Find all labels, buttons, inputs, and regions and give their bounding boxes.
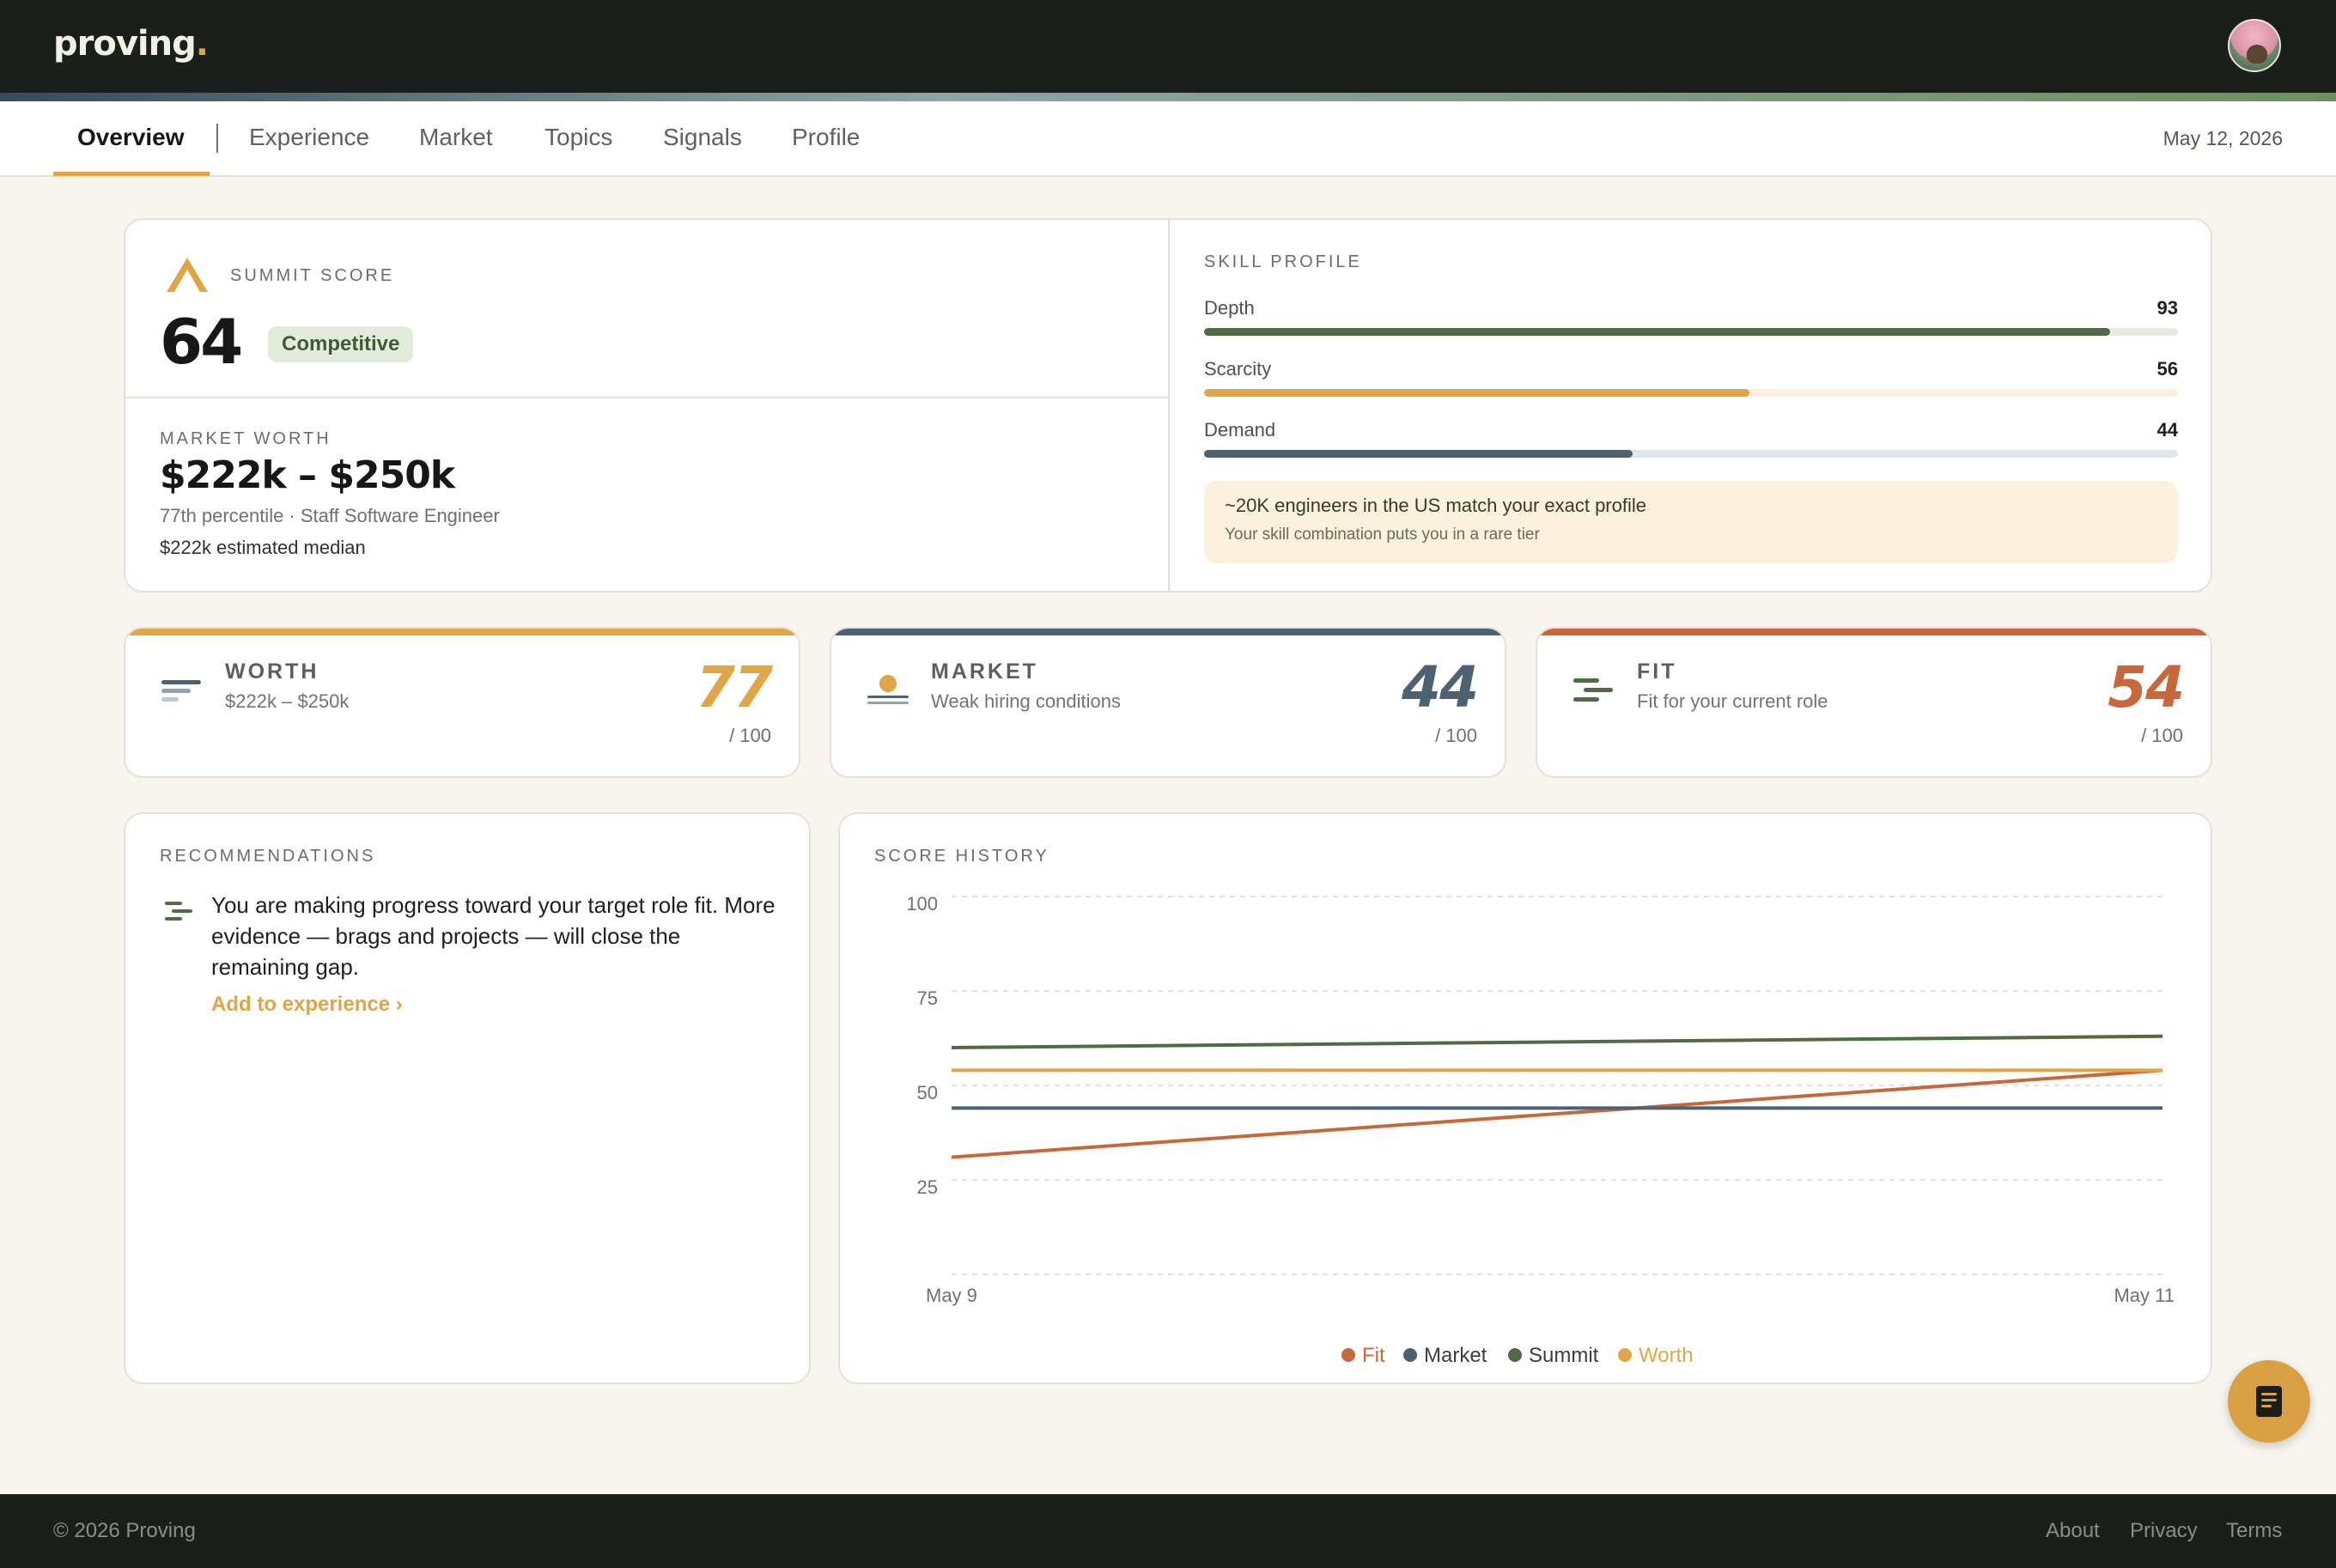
legend-label: Market [1424, 1344, 1487, 1367]
legend-dot [1403, 1348, 1417, 1362]
market-worth-percentile: 77th percentile · Staff Software Enginee… [160, 505, 500, 526]
metric-out-of: / 100 [729, 725, 771, 746]
divider [1168, 220, 1170, 591]
logo[interactable]: proving. [53, 24, 209, 64]
metric-name: FIT [1637, 659, 1677, 684]
tab-signals[interactable]: Signals [663, 124, 742, 150]
market-worth-median: $222k estimated median [160, 537, 366, 558]
y-tick-label: 100 [906, 893, 938, 915]
recommendations-card: RECOMMENDATIONS You are making progress … [124, 812, 811, 1384]
bear-icon [2247, 45, 2267, 64]
skill-row-scarcity: Scarcity 56 [1204, 358, 2178, 410]
divider [125, 397, 1168, 398]
tab-experience[interactable]: Experience [249, 124, 370, 150]
note-title: ~20K engineers in the US match your exac… [1225, 495, 1646, 516]
summary-card: SUMMIT SCORE 64 Competitive MARKET WORTH… [124, 218, 2212, 593]
top-bar-accent [0, 93, 2336, 101]
bars-icon [161, 680, 201, 702]
recommendation-text: You are making progress toward your targ… [211, 892, 776, 980]
fit-lines-icon [165, 902, 192, 921]
legend-dot [1341, 1348, 1355, 1362]
metric-out-of: / 100 [1435, 725, 1477, 746]
notebook-icon [2256, 1386, 2282, 1417]
avatar[interactable] [2228, 19, 2281, 72]
metric-score: 77 [696, 654, 773, 720]
fit-lines-icon [1573, 678, 1613, 702]
footer-link-privacy[interactable]: Privacy [2130, 1519, 2198, 1542]
y-tick-label: 25 [917, 1176, 938, 1198]
footer-link-terms[interactable]: Terms [2226, 1519, 2283, 1542]
tab-profile[interactable]: Profile [792, 124, 861, 150]
summit-score-value: 64 [160, 306, 243, 378]
skill-value: 56 [2157, 358, 2178, 380]
score-history-title: SCORE HISTORY [874, 847, 1049, 866]
tab-divider [216, 124, 218, 153]
metric-name: WORTH [225, 659, 319, 684]
current-date: May 12, 2026 [2163, 127, 2283, 149]
metric-accent-bar [1537, 629, 2211, 635]
skill-row-demand: Demand 44 [1204, 419, 2178, 471]
x-tick-label: May 9 [926, 1285, 977, 1306]
skill-value: 44 [2157, 419, 2178, 441]
skill-name: Depth [1204, 297, 1255, 319]
metric-card-market[interactable]: MARKET Weak hiring conditions 44 / 100 [830, 627, 1506, 778]
metric-accent-bar [831, 629, 1505, 635]
summit-icon [167, 258, 208, 292]
y-tick-label: 50 [917, 1082, 938, 1103]
metric-score: 44 [1402, 654, 1479, 720]
metric-subtitle: $222k – $250k [225, 690, 350, 712]
score-history-chart: 100 75 50 25 May 9 May 11 Fit Market Summit Worth [906, 893, 2175, 1367]
metric-score: 54 [2108, 654, 2185, 720]
legend-dot [1618, 1348, 1632, 1362]
tab-overview[interactable]: Overview [77, 124, 185, 150]
tab-topics[interactable]: Topics [544, 124, 613, 150]
skill-profile-title: SKILL PROFILE [1204, 252, 1362, 271]
market-worth-label: MARKET WORTH [160, 429, 332, 448]
y-tick-label: 75 [917, 988, 938, 1009]
metric-out-of: / 100 [2141, 725, 2183, 746]
skill-fill [1204, 450, 1633, 458]
legend-dot [1508, 1348, 1522, 1362]
legend-label: Worth [1639, 1344, 1694, 1367]
tab-market[interactable]: Market [419, 124, 493, 150]
footer-link-about[interactable]: About [2046, 1519, 2100, 1542]
legend-label: Fit [1362, 1344, 1385, 1367]
score-history-card: SCORE HISTORY 100 75 50 25 May 9 May 11 Fit Mar… [838, 812, 2212, 1384]
status-badge: Competitive [268, 326, 414, 362]
skill-track [1204, 389, 2178, 397]
metric-card-worth[interactable]: WORTH $222k – $250k 77 / 100 [124, 627, 800, 778]
tab-nav: Overview Experience Market Topics Signal… [0, 101, 2336, 177]
notes-fab-button[interactable] [2228, 1360, 2310, 1443]
logo-text: proving [53, 24, 197, 64]
copyright: © 2026 Proving [53, 1519, 196, 1542]
footer: © 2026 Proving About Privacy Terms [0, 1494, 2336, 1568]
x-tick-label: May 11 [2114, 1285, 2175, 1306]
legend-label: Summit [1529, 1344, 1599, 1367]
skill-row-depth: Depth 93 [1204, 297, 2178, 349]
note-subtitle: Your skill combination puts you in a rar… [1225, 526, 1540, 544]
skill-fill [1204, 328, 2110, 336]
active-tab-indicator [53, 172, 210, 176]
skill-value: 93 [2157, 297, 2178, 319]
skill-name: Demand [1204, 419, 1276, 441]
profile-rarity-note: ~20K engineers in the US match your exac… [1204, 481, 2178, 563]
market-worth-range: $222k – $250k [160, 453, 455, 497]
summit-score-label: SUMMIT SCORE [230, 266, 395, 285]
metric-name: MARKET [931, 659, 1038, 684]
metric-subtitle: Fit for your current role [1637, 690, 1828, 712]
metric-card-fit[interactable]: FIT Fit for your current role 54 / 100 [1536, 627, 2212, 778]
skill-fill [1204, 389, 1750, 397]
top-bar: proving. [0, 0, 2336, 96]
sunset-icon [867, 675, 909, 704]
metric-subtitle: Weak hiring conditions [931, 690, 1121, 712]
recommendations-title: RECOMMENDATIONS [160, 847, 376, 866]
metric-accent-bar [125, 629, 799, 635]
add-to-experience-link[interactable]: Add to experience › [211, 993, 403, 1016]
skill-name: Scarcity [1204, 358, 1272, 380]
series-line-summit [951, 1034, 2163, 1049]
series-line-fit [951, 1068, 2163, 1159]
skill-track [1204, 450, 2178, 458]
logo-dot: . [195, 24, 209, 64]
skill-track [1204, 328, 2178, 336]
